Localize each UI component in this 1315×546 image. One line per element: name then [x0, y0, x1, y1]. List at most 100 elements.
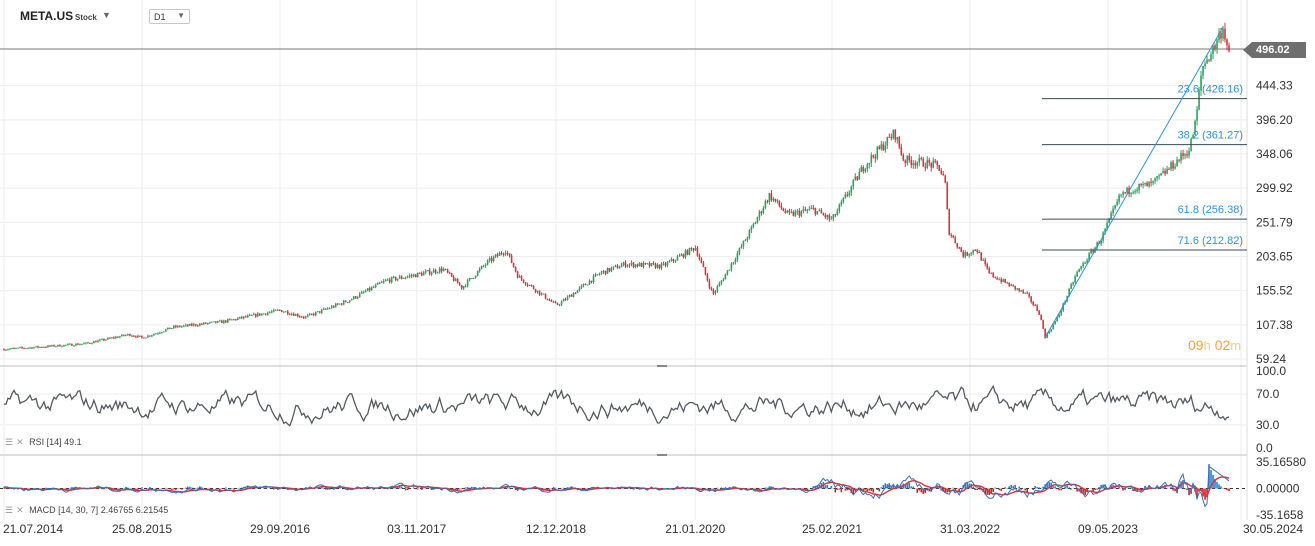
candle-body — [766, 201, 769, 203]
candle-body — [686, 250, 689, 255]
candle-body — [782, 208, 785, 211]
candle-body — [902, 154, 905, 161]
macd-histogram-bar — [958, 488, 961, 492]
macd-histogram-bar — [546, 488, 549, 491]
rsi-axis-label: 70.0 — [1256, 387, 1280, 401]
candle-body — [1126, 187, 1128, 193]
candle-body — [1226, 39, 1228, 46]
macd-histogram-bar — [848, 488, 851, 491]
candle-body — [1178, 159, 1180, 161]
macd-histogram-bar — [171, 488, 173, 490]
candle-body — [594, 274, 597, 276]
macd-histogram-bar — [1046, 482, 1048, 489]
candle-body — [1182, 153, 1184, 156]
candle-body — [1074, 276, 1076, 283]
macd-histogram-bar — [412, 487, 415, 489]
candle-body — [394, 276, 397, 281]
candle-body — [764, 201, 767, 209]
candle-body — [604, 270, 607, 274]
close-indicator-icon[interactable]: ✕ — [16, 505, 24, 515]
macd-histogram-bar — [1098, 487, 1100, 489]
candle-body — [205, 322, 207, 324]
candle-body — [350, 299, 353, 301]
candle-body — [648, 263, 651, 267]
macd-histogram-bar — [878, 488, 881, 492]
candle-body — [562, 299, 565, 302]
candle-body — [584, 284, 587, 286]
candle-body — [632, 262, 635, 267]
dropdown-arrow-icon[interactable]: ▼ — [102, 10, 111, 20]
candle-body — [352, 296, 355, 300]
candle-body — [1088, 253, 1090, 261]
macd-legend-value-2: 6.21545 — [135, 505, 169, 515]
candle-body — [750, 226, 753, 231]
candle-body — [652, 263, 655, 265]
macd-histogram-bar — [1184, 488, 1186, 490]
macd-histogram-bar — [274, 488, 277, 490]
candle-body — [13, 347, 15, 349]
candle-body — [850, 186, 853, 193]
candle-body — [900, 147, 903, 155]
candle-body — [396, 278, 399, 281]
candle-body — [1040, 314, 1042, 321]
candle-body — [1114, 205, 1116, 209]
candle-body — [646, 263, 649, 265]
candle-body — [167, 327, 169, 330]
candle-body — [1110, 213, 1112, 219]
macd-histogram-bar — [844, 488, 847, 491]
macd-histogram-bar — [1172, 488, 1174, 491]
timeframe-selector[interactable]: D1 ▼ — [149, 9, 190, 24]
candle-body — [862, 167, 865, 172]
macd-histogram-bar — [147, 487, 149, 489]
macd-histogram-bar — [712, 488, 715, 490]
candle-body — [25, 348, 27, 350]
candle-body — [552, 301, 555, 303]
macd-histogram-bar — [910, 486, 913, 489]
macd-histogram-bar — [676, 486, 679, 489]
candle-body — [842, 197, 845, 202]
macd-histogram-bar — [161, 488, 163, 490]
candle-body — [233, 319, 235, 321]
candle-body — [994, 276, 996, 278]
candle-body — [47, 345, 49, 348]
macd-histogram-bar — [892, 484, 895, 489]
symbol-name[interactable]: META.US — [20, 9, 74, 23]
macd-histogram-bar — [1014, 484, 1016, 489]
candle-body — [262, 313, 265, 315]
candle-body — [946, 182, 949, 210]
macd-histogram-bar — [195, 488, 197, 490]
macd-histogram-bar — [209, 488, 211, 490]
candle-body — [1096, 242, 1098, 248]
indicator-menu-icon[interactable]: ☰ — [5, 505, 14, 515]
rsi-axis-label: 30.0 — [1256, 418, 1280, 432]
close-indicator-icon[interactable]: ✕ — [16, 437, 24, 447]
candle-body — [790, 211, 793, 213]
macd-histogram-bar — [1032, 488, 1034, 490]
macd-histogram-bar — [135, 488, 137, 490]
candle-body — [904, 160, 907, 163]
candle-body — [1194, 120, 1196, 136]
candle-body — [708, 280, 711, 288]
macd-histogram-bar — [396, 486, 399, 489]
macd-histogram-bar — [189, 486, 191, 489]
candle-body — [1214, 45, 1216, 49]
candle-body — [832, 214, 835, 219]
candle-body — [930, 162, 933, 168]
candle-body — [1104, 228, 1106, 233]
time-axis: 21.07.2014 25.08.2015 29.09.2016 03.11.2017… — [3, 522, 1303, 536]
candle-body — [1092, 250, 1094, 253]
rsi-line — [3, 384, 1230, 427]
candle-body — [972, 249, 975, 254]
macd-histogram-bar — [117, 488, 119, 490]
candle-body — [906, 155, 909, 163]
indicator-menu-icon[interactable]: ☰ — [5, 437, 14, 447]
candle-body — [838, 204, 841, 211]
candle-body — [1172, 162, 1174, 169]
candle-body — [592, 275, 595, 283]
candle-body — [432, 269, 435, 273]
candle-body — [800, 211, 803, 216]
macd-histogram-bar — [1068, 487, 1070, 489]
candle-body — [834, 214, 837, 216]
macd-histogram-bar — [722, 487, 725, 489]
